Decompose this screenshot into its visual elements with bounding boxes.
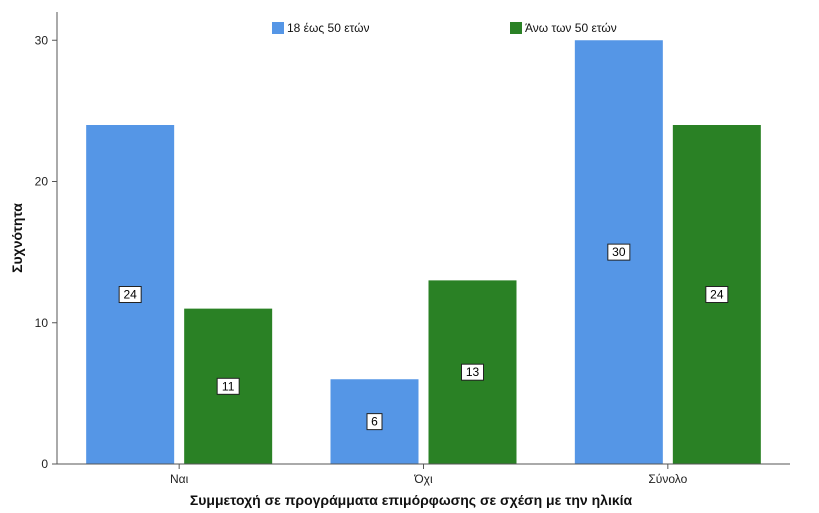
y-tick-label: 20 [35, 175, 49, 189]
data-label-text: 13 [466, 365, 480, 379]
y-axis-title: Συχνότητα [9, 203, 25, 273]
x-tick-label: Όχι [413, 472, 433, 486]
x-axis-title: Συμμετοχή σε προγράμματα επιμόρφωσης σε … [190, 492, 633, 508]
data-label-box [216, 377, 240, 395]
legend-swatch [510, 22, 522, 34]
data-label-text: 11 [222, 379, 235, 393]
x-tick-label: Ναι [170, 472, 189, 486]
legend-item: 18 έως 50 ετών [272, 21, 370, 35]
data-label-text: 6 [371, 415, 378, 429]
data-label: 13 [461, 363, 484, 381]
data-label-box [705, 286, 729, 303]
data-label: 11 [216, 377, 240, 395]
data-label-box [607, 243, 631, 261]
data-label-box [461, 363, 484, 381]
axes-group: 0 10 20 30 Ναι Όχι Σύνολο [35, 12, 790, 486]
data-label-text: 30 [612, 245, 626, 259]
data-label-text: 24 [123, 288, 137, 302]
data-label: 6 [366, 413, 383, 431]
data-label-box [118, 286, 142, 303]
legend-item: Άνω των 50 ετών [510, 21, 617, 35]
legend-label: Άνω των 50 ετών [525, 21, 617, 35]
data-label-text: 24 [710, 288, 724, 302]
y-tick-label: 30 [35, 33, 49, 47]
data-label: 24 [705, 286, 729, 303]
bars-group: 24 11 6 13 30 24 [86, 40, 761, 464]
data-label: 24 [118, 286, 142, 303]
y-tick-label: 0 [41, 457, 48, 471]
data-label: 30 [607, 243, 631, 261]
y-tick-label: 10 [35, 316, 49, 330]
legend: 18 έως 50 ετών Άνω των 50 ετών [272, 21, 617, 35]
legend-label: 18 έως 50 ετών [287, 21, 370, 35]
data-label-box [366, 413, 383, 431]
legend-swatch [272, 22, 284, 34]
x-tick-label: Σύνολο [648, 472, 687, 486]
